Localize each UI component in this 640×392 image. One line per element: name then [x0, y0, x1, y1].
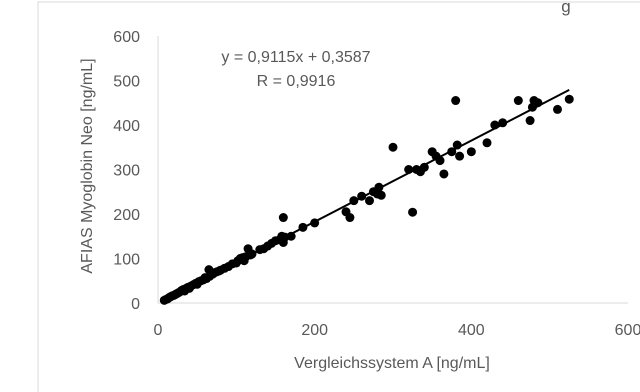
data-point: [408, 207, 418, 217]
data-point: [451, 96, 461, 106]
trendline: [163, 89, 570, 301]
trendline-equation: y = 0,9115x + 0,3587: [221, 49, 370, 66]
x-axis-label: Vergleichssystem A [ng/mL]: [294, 355, 490, 372]
data-point: [564, 94, 574, 104]
y-tick-label: 0: [131, 296, 140, 313]
y-tick-label: 100: [113, 252, 140, 269]
y-axis-ticks: 0 100 200 300 400 500 600: [113, 29, 140, 313]
x-tick-label: 200: [301, 322, 328, 339]
data-point: [553, 104, 562, 114]
x-tick-label: 600: [615, 322, 640, 339]
data-point: [455, 151, 465, 161]
data-point: [482, 138, 492, 148]
x-tick-label: 400: [458, 322, 485, 339]
chart-title-fragment: g: [561, 0, 570, 16]
data-point: [513, 96, 523, 106]
data-point: [345, 213, 355, 223]
y-tick-label: 600: [113, 29, 140, 46]
x-axis-ticks: 0 200 400 600: [154, 322, 640, 339]
data-point: [388, 142, 398, 152]
data-points: [159, 94, 574, 305]
y-tick-label: 400: [113, 118, 140, 135]
y-tick-label: 300: [113, 163, 140, 180]
trendline-r-value: R = 0,9916: [257, 73, 336, 90]
data-point: [466, 147, 476, 157]
x-tick-label: 0: [154, 322, 163, 339]
y-tick-label: 500: [113, 74, 140, 91]
y-tick-label: 200: [113, 207, 140, 224]
data-point: [376, 190, 386, 200]
data-point: [439, 169, 449, 179]
data-point: [525, 116, 535, 126]
chart-border: [37, 1, 640, 392]
y-axis-label: AFIAS Myoglobin Neo [ng/mL]: [79, 58, 96, 273]
data-point: [278, 213, 288, 223]
data-point: [365, 196, 374, 206]
